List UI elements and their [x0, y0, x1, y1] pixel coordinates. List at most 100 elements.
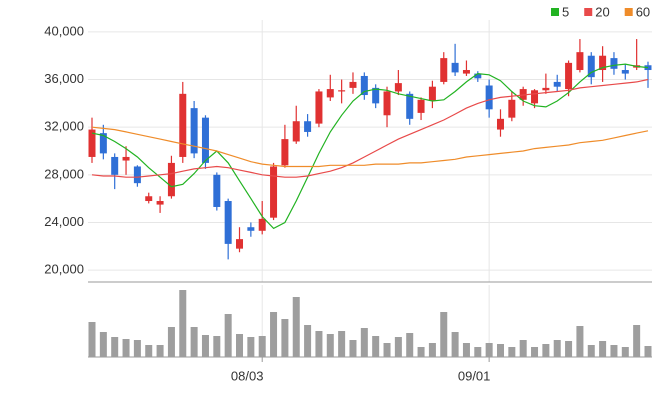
candle-body: [315, 91, 323, 124]
candle-body: [201, 117, 209, 163]
candle-body: [304, 121, 312, 132]
x-tick-label: 08/03: [231, 368, 264, 383]
volume-bar: [576, 326, 584, 357]
volume-bar: [315, 331, 323, 357]
volume-bar: [88, 322, 96, 357]
candle-body: [156, 201, 164, 205]
volume-bar: [292, 297, 300, 357]
legend-label: 20: [595, 4, 609, 19]
volume-bar: [122, 339, 130, 357]
volume-bar: [462, 343, 470, 357]
candle-body: [485, 85, 493, 110]
volume-bar: [519, 340, 527, 357]
candle-body: [236, 239, 244, 249]
volume-bar: [236, 334, 244, 357]
volume-bar: [224, 314, 232, 357]
volume-bar: [531, 347, 539, 357]
volume-bar: [633, 325, 641, 357]
candle-body: [451, 62, 459, 73]
volume-bar: [258, 336, 266, 357]
candle-body: [565, 62, 573, 90]
volume-bar: [156, 345, 164, 357]
candle-body: [360, 75, 368, 96]
volume-bars: [88, 290, 652, 357]
volume-bar: [394, 337, 402, 357]
volume-bar: [99, 332, 107, 357]
legend-swatch: [584, 8, 593, 16]
volume-bar: [496, 344, 504, 357]
ma-line: [91, 78, 649, 178]
volume-bar: [338, 331, 346, 357]
candle-body: [145, 196, 153, 202]
volume-bar: [599, 341, 607, 357]
volume-bar: [428, 343, 436, 357]
x-tick-label: 09/01: [458, 368, 491, 383]
candle-body: [122, 156, 130, 161]
candle-body: [179, 93, 187, 157]
volume-bar: [372, 336, 380, 357]
candle-body: [394, 83, 402, 92]
candle-body: [406, 93, 414, 119]
candle-body: [167, 162, 175, 197]
volume-bar: [542, 344, 550, 357]
volume-bar: [270, 312, 278, 357]
volume-bar: [406, 333, 414, 357]
candle-body: [531, 90, 539, 104]
volume-bar: [553, 340, 561, 357]
candle-body: [111, 156, 119, 175]
candle-body: [383, 91, 391, 116]
volume-bar: [326, 334, 334, 357]
candle-body: [133, 166, 141, 184]
volume-bar: [360, 328, 368, 357]
volume-bar: [383, 343, 391, 357]
candle-body: [621, 70, 629, 74]
candle-body: [644, 65, 652, 71]
candle-body: [508, 99, 516, 118]
volume-bar: [349, 340, 357, 357]
candle-body: [292, 121, 300, 142]
volume-bar: [201, 335, 209, 357]
candle-body: [417, 99, 425, 113]
volume-bar: [190, 327, 198, 357]
y-tick-label: 28,000: [44, 166, 84, 181]
candles: [88, 39, 652, 260]
candle-body: [224, 201, 232, 244]
candle-body: [281, 139, 289, 166]
candle-body: [599, 55, 607, 71]
legend-swatch: [624, 8, 633, 16]
legend-swatch: [551, 8, 559, 16]
candle-body: [553, 81, 561, 87]
candle-body: [247, 227, 255, 231]
y-tick-label: 20,000: [44, 262, 84, 277]
volume-bar: [621, 347, 629, 357]
volume-bar: [213, 336, 221, 357]
volume-bar: [485, 343, 493, 357]
candle-body: [462, 70, 470, 74]
candle-body: [474, 73, 482, 79]
y-tick-label: 40,000: [44, 23, 84, 38]
legend-label: 5: [562, 4, 569, 19]
volume-bar: [417, 347, 425, 357]
volume-bar: [587, 345, 595, 357]
ma-line: [91, 126, 649, 168]
y-tick-label: 36,000: [44, 71, 84, 86]
candle-body: [428, 86, 436, 101]
candle-body: [496, 118, 504, 130]
candle-body: [349, 81, 357, 88]
candle-body: [99, 133, 107, 154]
volume-bar: [167, 327, 175, 357]
volume-bar: [111, 337, 119, 357]
volume-bar: [451, 332, 459, 357]
volume-bar: [610, 345, 618, 357]
legend-label: 60: [636, 4, 650, 19]
volume-bar: [179, 290, 187, 357]
volume-bar: [440, 312, 448, 357]
volume-bar: [281, 319, 289, 357]
volume-bar: [247, 337, 255, 357]
candle-body: [258, 218, 266, 231]
volume-bar: [304, 325, 312, 357]
volume-bar: [133, 340, 141, 357]
candle-body: [440, 58, 448, 82]
candle-body: [610, 58, 618, 69]
